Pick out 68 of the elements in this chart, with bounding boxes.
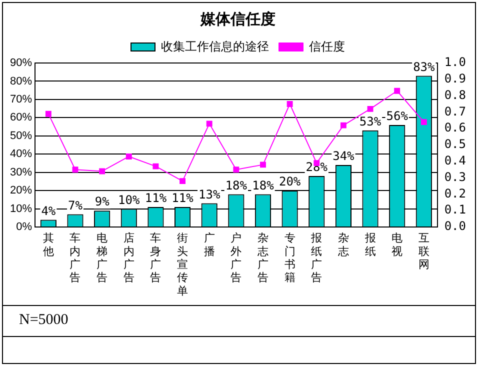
y-tick-label: 0% xyxy=(16,221,32,234)
x-tick-label: 广播 xyxy=(204,232,215,258)
point xyxy=(367,106,374,112)
data-label: 53% xyxy=(359,114,382,129)
data-label: 83% xyxy=(413,60,436,74)
x-tick-label: 报纸广告 xyxy=(310,232,322,284)
y-tick-label: 20% xyxy=(10,184,32,197)
data-label: 56% xyxy=(386,109,409,124)
data-label: 11% xyxy=(144,191,168,206)
x-tick-label: 电梯广告 xyxy=(96,232,108,284)
chart-title: 媒体信任度 xyxy=(200,10,276,28)
y2-tick-label: 0.7 xyxy=(444,104,466,118)
x-tick-label: 专门书籍 xyxy=(284,232,296,284)
point xyxy=(126,154,132,160)
y2-tick-label: 0.2 xyxy=(444,186,466,200)
y2-tick-label: 0.0 xyxy=(444,219,466,234)
point xyxy=(72,166,78,173)
y-tick-label: 40% xyxy=(10,148,32,160)
y-tick-label: 10% xyxy=(10,202,32,215)
point xyxy=(99,168,106,174)
y-tick-label: 60% xyxy=(10,112,32,124)
point xyxy=(260,162,266,168)
x-tick-label: 户外广告 xyxy=(230,232,242,284)
x-tick-label: 车身广告 xyxy=(150,232,162,284)
y2-tick-label: 1.0 xyxy=(444,55,466,70)
y2-tick-label: 0.5 xyxy=(444,137,466,152)
legend-label: 信任度 xyxy=(309,39,345,54)
point xyxy=(420,119,427,126)
x-tick-label: 报纸 xyxy=(364,232,376,258)
y-tick-label: 70% xyxy=(10,93,32,106)
y-tick-label: 30% xyxy=(10,166,32,178)
x-tick-label: 其他 xyxy=(42,232,54,258)
x-tick-label: 电视 xyxy=(392,232,403,258)
y-tick-label: 80% xyxy=(10,75,32,88)
point xyxy=(206,120,212,127)
point xyxy=(152,163,159,170)
data-label: 34% xyxy=(332,149,356,164)
data-label: 10% xyxy=(118,192,140,207)
y2-tick-label: 0.3 xyxy=(444,170,466,184)
point xyxy=(286,101,293,107)
data-label: 13% xyxy=(198,187,221,202)
point xyxy=(180,178,186,184)
y2-tick-label: 0.6 xyxy=(444,120,466,135)
data-label: 4% xyxy=(41,204,56,218)
text: N=5000 xyxy=(3,306,475,335)
point xyxy=(45,110,52,117)
x-tick-label: 街头宣传单 xyxy=(177,232,188,298)
y2-tick-label: 0.4 xyxy=(444,154,466,168)
y2-tick-label: 0.9 xyxy=(444,72,466,86)
legend-label: 收集工作信息的途径 xyxy=(161,39,269,54)
data-label: 11% xyxy=(172,191,194,206)
y2-tick-label: 0.1 xyxy=(444,202,466,217)
y-tick-label: 90% xyxy=(10,57,32,70)
data-label: 20% xyxy=(278,174,302,189)
y-tick-label: 50% xyxy=(10,130,32,142)
y2-tick-label: 0.8 xyxy=(444,88,466,102)
point xyxy=(233,166,240,173)
x-tick-label: 车内广告 xyxy=(70,232,81,284)
data-label: 18% xyxy=(225,178,248,192)
point xyxy=(394,88,400,94)
x-tick-label: 互联网 xyxy=(418,232,430,272)
data-label: 7% xyxy=(68,198,84,212)
x-tick-label: 杂志广告 xyxy=(257,232,268,284)
point xyxy=(340,122,346,128)
x-tick-label: 店内广告 xyxy=(123,232,134,284)
x-tick-label: 杂志 xyxy=(338,232,349,258)
data-label: 18% xyxy=(252,178,275,192)
data-label: 9% xyxy=(94,194,110,209)
